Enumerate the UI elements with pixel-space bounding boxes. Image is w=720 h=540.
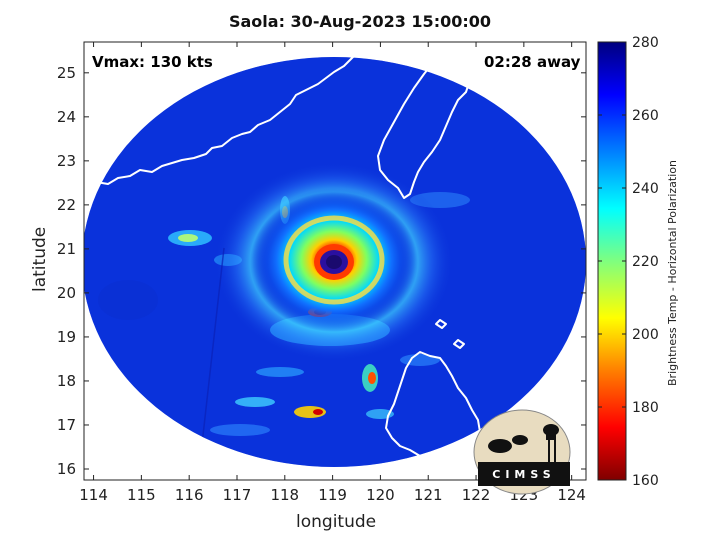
y-tick-label: 16 [57, 460, 76, 478]
logo-text: CIMSS [492, 468, 555, 481]
x-axis: 114 115 116 117 118 119 120 121 122 123 124 [79, 42, 586, 504]
china-coast [84, 43, 367, 186]
colorbar-tick-label: 200 [632, 327, 659, 343]
y-tick-label: 25 [57, 64, 76, 82]
island-3 [547, 97, 557, 105]
y-tick-label: 18 [57, 372, 76, 390]
colorbar-tick-label: 240 [632, 181, 659, 197]
colorbar-ticks: 280 260 240 220 200 180 160 [598, 35, 659, 489]
y-tick-label: 20 [57, 284, 76, 302]
x-tick-label: 116 [175, 486, 204, 504]
colorbar-label: Brightness Temp - Horizontal Polarizatio… [666, 160, 679, 386]
x-tick-label: 117 [223, 486, 252, 504]
y-tick-label: 24 [57, 108, 76, 126]
x-tick-label: 120 [366, 486, 395, 504]
island-4 [565, 91, 577, 101]
colorbar [597, 41, 627, 481]
y-axis: 16 17 18 19 20 21 22 23 24 25 [57, 64, 586, 478]
x-tick-label: 122 [462, 486, 491, 504]
y-tick-label: 19 [57, 328, 76, 346]
x-axis-label: longitude [296, 512, 377, 532]
swath [84, 57, 586, 467]
luzon-coast [385, 351, 481, 471]
coastlines [84, 43, 577, 471]
taiwan-coast [377, 61, 471, 199]
x-tick-label: 121 [414, 486, 443, 504]
x-tick-label: 115 [127, 486, 156, 504]
y-tick-label: 22 [57, 196, 76, 214]
x-tick-label: 114 [79, 486, 108, 504]
colorbar-tick-label: 280 [632, 35, 659, 51]
y-tick-label: 17 [57, 416, 76, 434]
island-1 [435, 319, 447, 329]
y-axis-label: latitude [30, 226, 50, 292]
cimss-logo: CIMSS [473, 409, 571, 495]
island-2 [453, 339, 465, 349]
colorbar-tick-label: 260 [632, 108, 659, 124]
vmax-label: Vmax: 130 kts [92, 53, 213, 71]
x-tick-label: 119 [318, 486, 347, 504]
colorbar-tick-label: 160 [632, 473, 659, 489]
colorbar-tick-label: 180 [632, 400, 659, 416]
y-tick-label: 21 [57, 240, 76, 258]
figure-title: Saola: 30-Aug-2023 15:00:00 [228, 12, 492, 31]
x-tick-label: 124 [557, 486, 586, 504]
y-tick-label: 23 [57, 152, 76, 170]
time-away-label: 02:28 away [484, 53, 581, 71]
x-tick-label: 118 [270, 486, 299, 504]
colorbar-tick-label: 220 [632, 254, 659, 270]
axes-box [83, 41, 587, 481]
